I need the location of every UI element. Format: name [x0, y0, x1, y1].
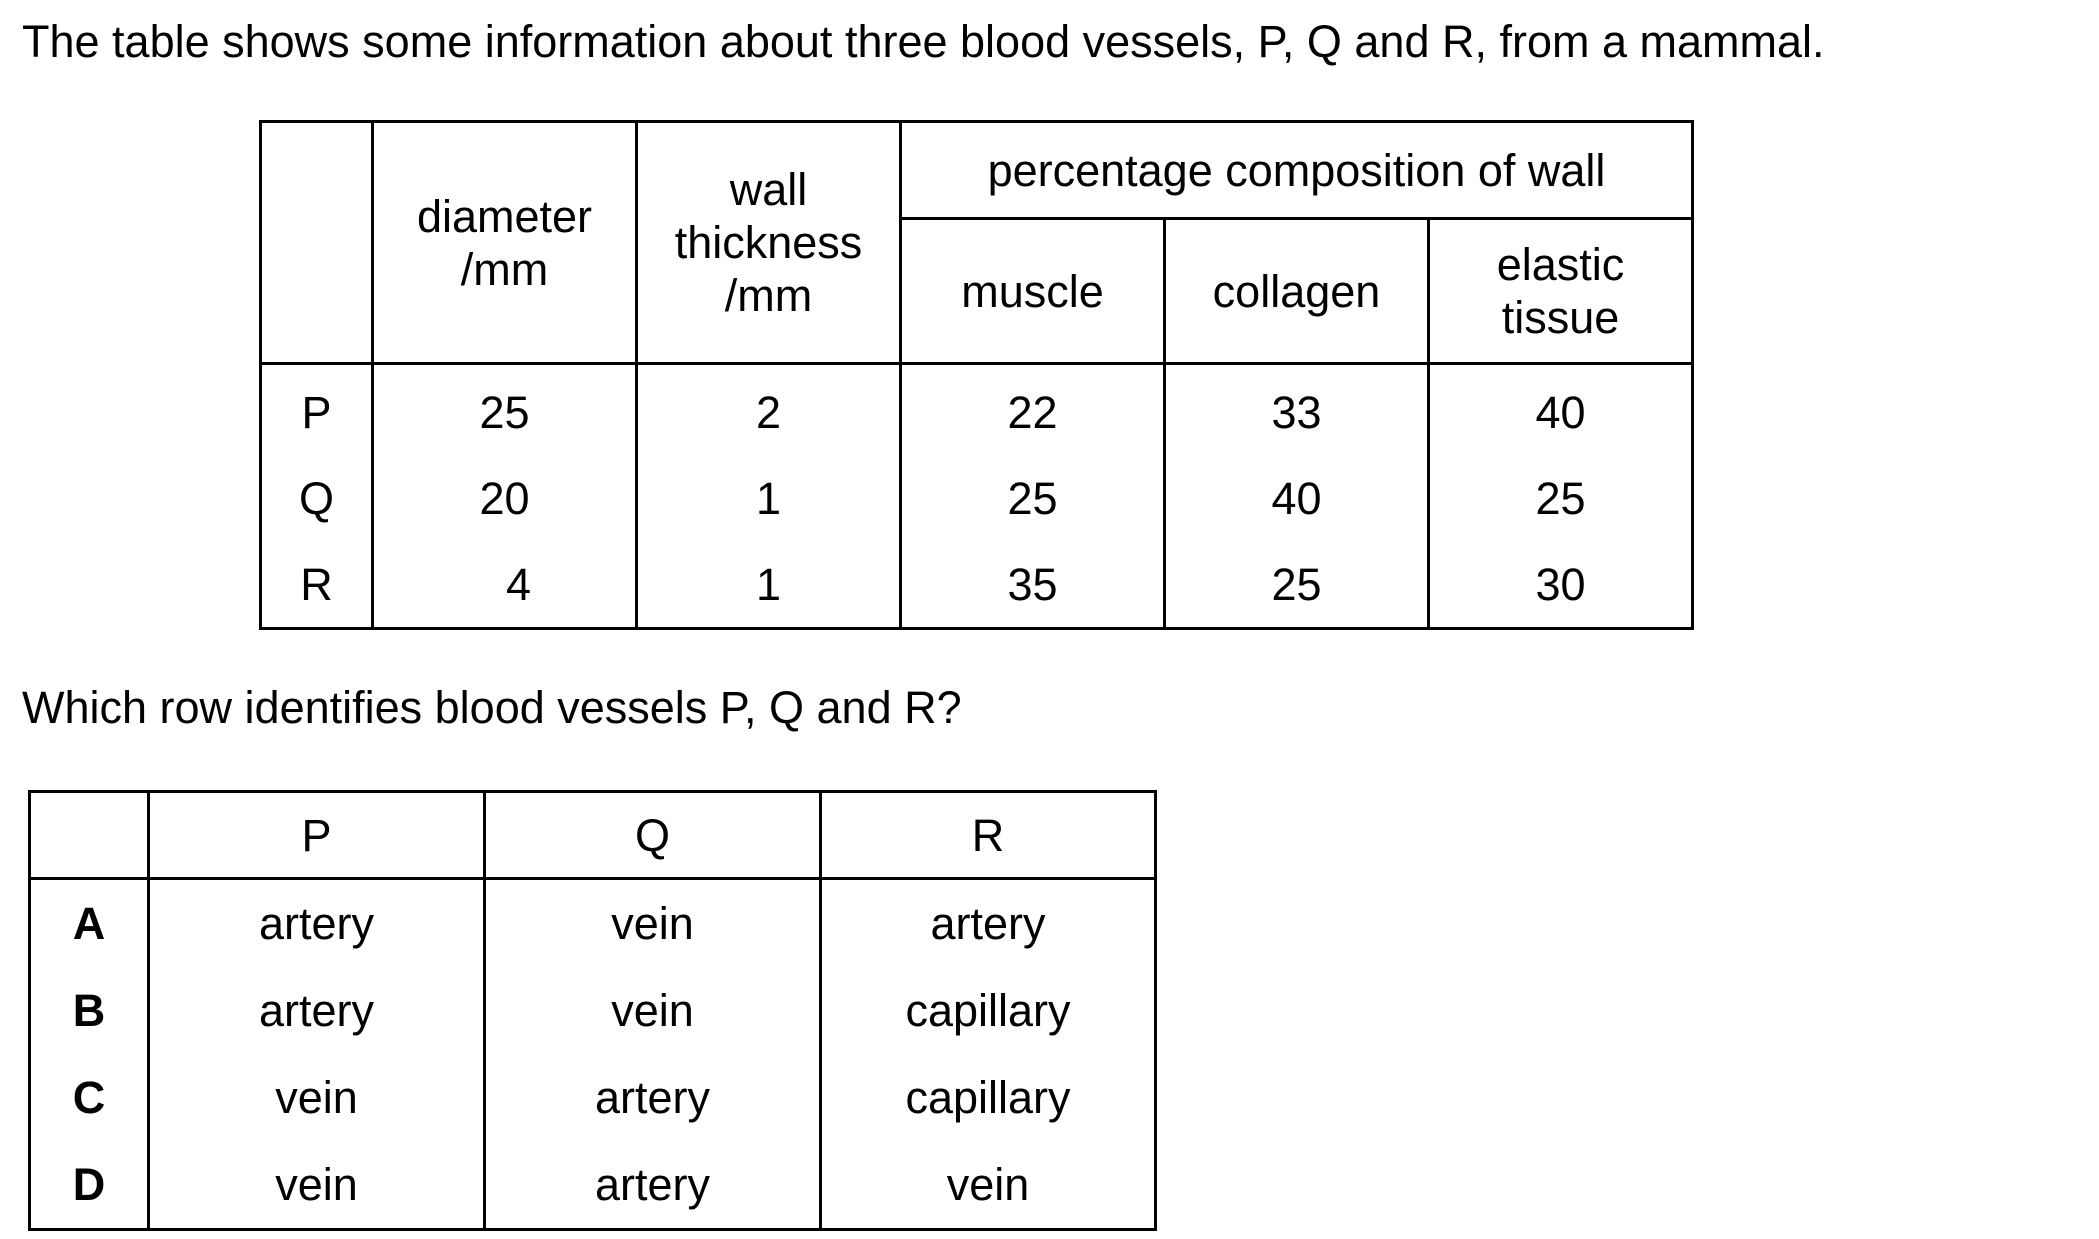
option-r-vessel: capillary: [819, 1054, 1157, 1141]
muscle-value: 35: [899, 541, 1166, 630]
answer-options-table: P Q R A artery vein artery B artery vein…: [28, 790, 1157, 1231]
collagen-value: 25: [1163, 541, 1430, 630]
option-p-vessel: artery: [147, 877, 486, 967]
header-collagen: collagen: [1163, 217, 1430, 365]
option-r-vessel: capillary: [819, 967, 1157, 1054]
answer-option-row[interactable]: A artery vein artery: [28, 877, 1157, 967]
header-wall-line1: wall: [729, 164, 808, 215]
muscle-value: 25: [899, 455, 1166, 541]
wall-thickness-value: 2: [635, 362, 902, 455]
header-muscle: muscle: [899, 217, 1166, 365]
question-text: Which row identifies blood vessels P, Q …: [22, 682, 962, 733]
header-percentage-composition: percentage composition of wall: [899, 120, 1694, 220]
answer-header-q: Q: [483, 790, 822, 880]
answer-header-r: R: [819, 790, 1157, 880]
header-diameter-line2: /mm: [460, 243, 549, 295]
option-letter: A: [28, 877, 150, 967]
option-letter: C: [28, 1054, 150, 1141]
diameter-value: 25: [371, 362, 638, 455]
header-wall-line2: thickness: [674, 217, 863, 268]
header-diameter: diameter /mm: [371, 120, 638, 365]
table-row: Q 20 1 25 40 25: [259, 455, 1694, 541]
option-r-vessel: vein: [819, 1141, 1157, 1231]
table-row: R 4 1 35 25 30: [259, 541, 1694, 630]
collagen-value: 40: [1163, 455, 1430, 541]
header-empty-cell: [259, 120, 374, 365]
option-q-vessel: artery: [483, 1141, 822, 1231]
answer-option-row[interactable]: B artery vein capillary: [28, 967, 1157, 1054]
header-elastic-line1: elastic: [1496, 239, 1625, 290]
answer-option-row[interactable]: D vein artery vein: [28, 1141, 1157, 1231]
header-elastic-tissue: elastic tissue: [1427, 217, 1694, 365]
collagen-value: 33: [1163, 362, 1430, 455]
header-elastic-line2: tissue: [1501, 292, 1620, 343]
diameter-value: 20: [371, 455, 638, 541]
answer-header-empty: [28, 790, 150, 880]
elastic-value: 25: [1427, 455, 1694, 541]
wall-thickness-value: 1: [635, 455, 902, 541]
blood-vessel-data-table: diameter /mm wall thickness /mm percenta…: [259, 120, 1694, 630]
option-p-vessel: vein: [147, 1054, 486, 1141]
header-wall-line3: /mm: [724, 270, 813, 321]
option-letter: B: [28, 967, 150, 1054]
header-diameter-line1: diameter: [416, 190, 593, 242]
vessel-label: P: [259, 362, 374, 455]
option-p-vessel: vein: [147, 1141, 486, 1231]
option-r-vessel: artery: [819, 877, 1157, 967]
elastic-value: 40: [1427, 362, 1694, 455]
vessel-label: Q: [259, 455, 374, 541]
diameter-value: 4: [371, 541, 638, 630]
muscle-value: 22: [899, 362, 1166, 455]
answer-header-p: P: [147, 790, 486, 880]
option-letter: D: [28, 1141, 150, 1231]
intro-text: The table shows some information about t…: [22, 16, 1825, 67]
wall-thickness-value: 1: [635, 541, 902, 630]
table-row: P 25 2 22 33 40: [259, 362, 1694, 455]
answer-option-row[interactable]: C vein artery capillary: [28, 1054, 1157, 1141]
vessel-label: R: [259, 541, 374, 630]
option-p-vessel: artery: [147, 967, 486, 1054]
option-q-vessel: vein: [483, 967, 822, 1054]
option-q-vessel: vein: [483, 877, 822, 967]
header-wall-thickness: wall thickness /mm: [635, 120, 902, 365]
option-q-vessel: artery: [483, 1054, 822, 1141]
elastic-value: 30: [1427, 541, 1694, 630]
